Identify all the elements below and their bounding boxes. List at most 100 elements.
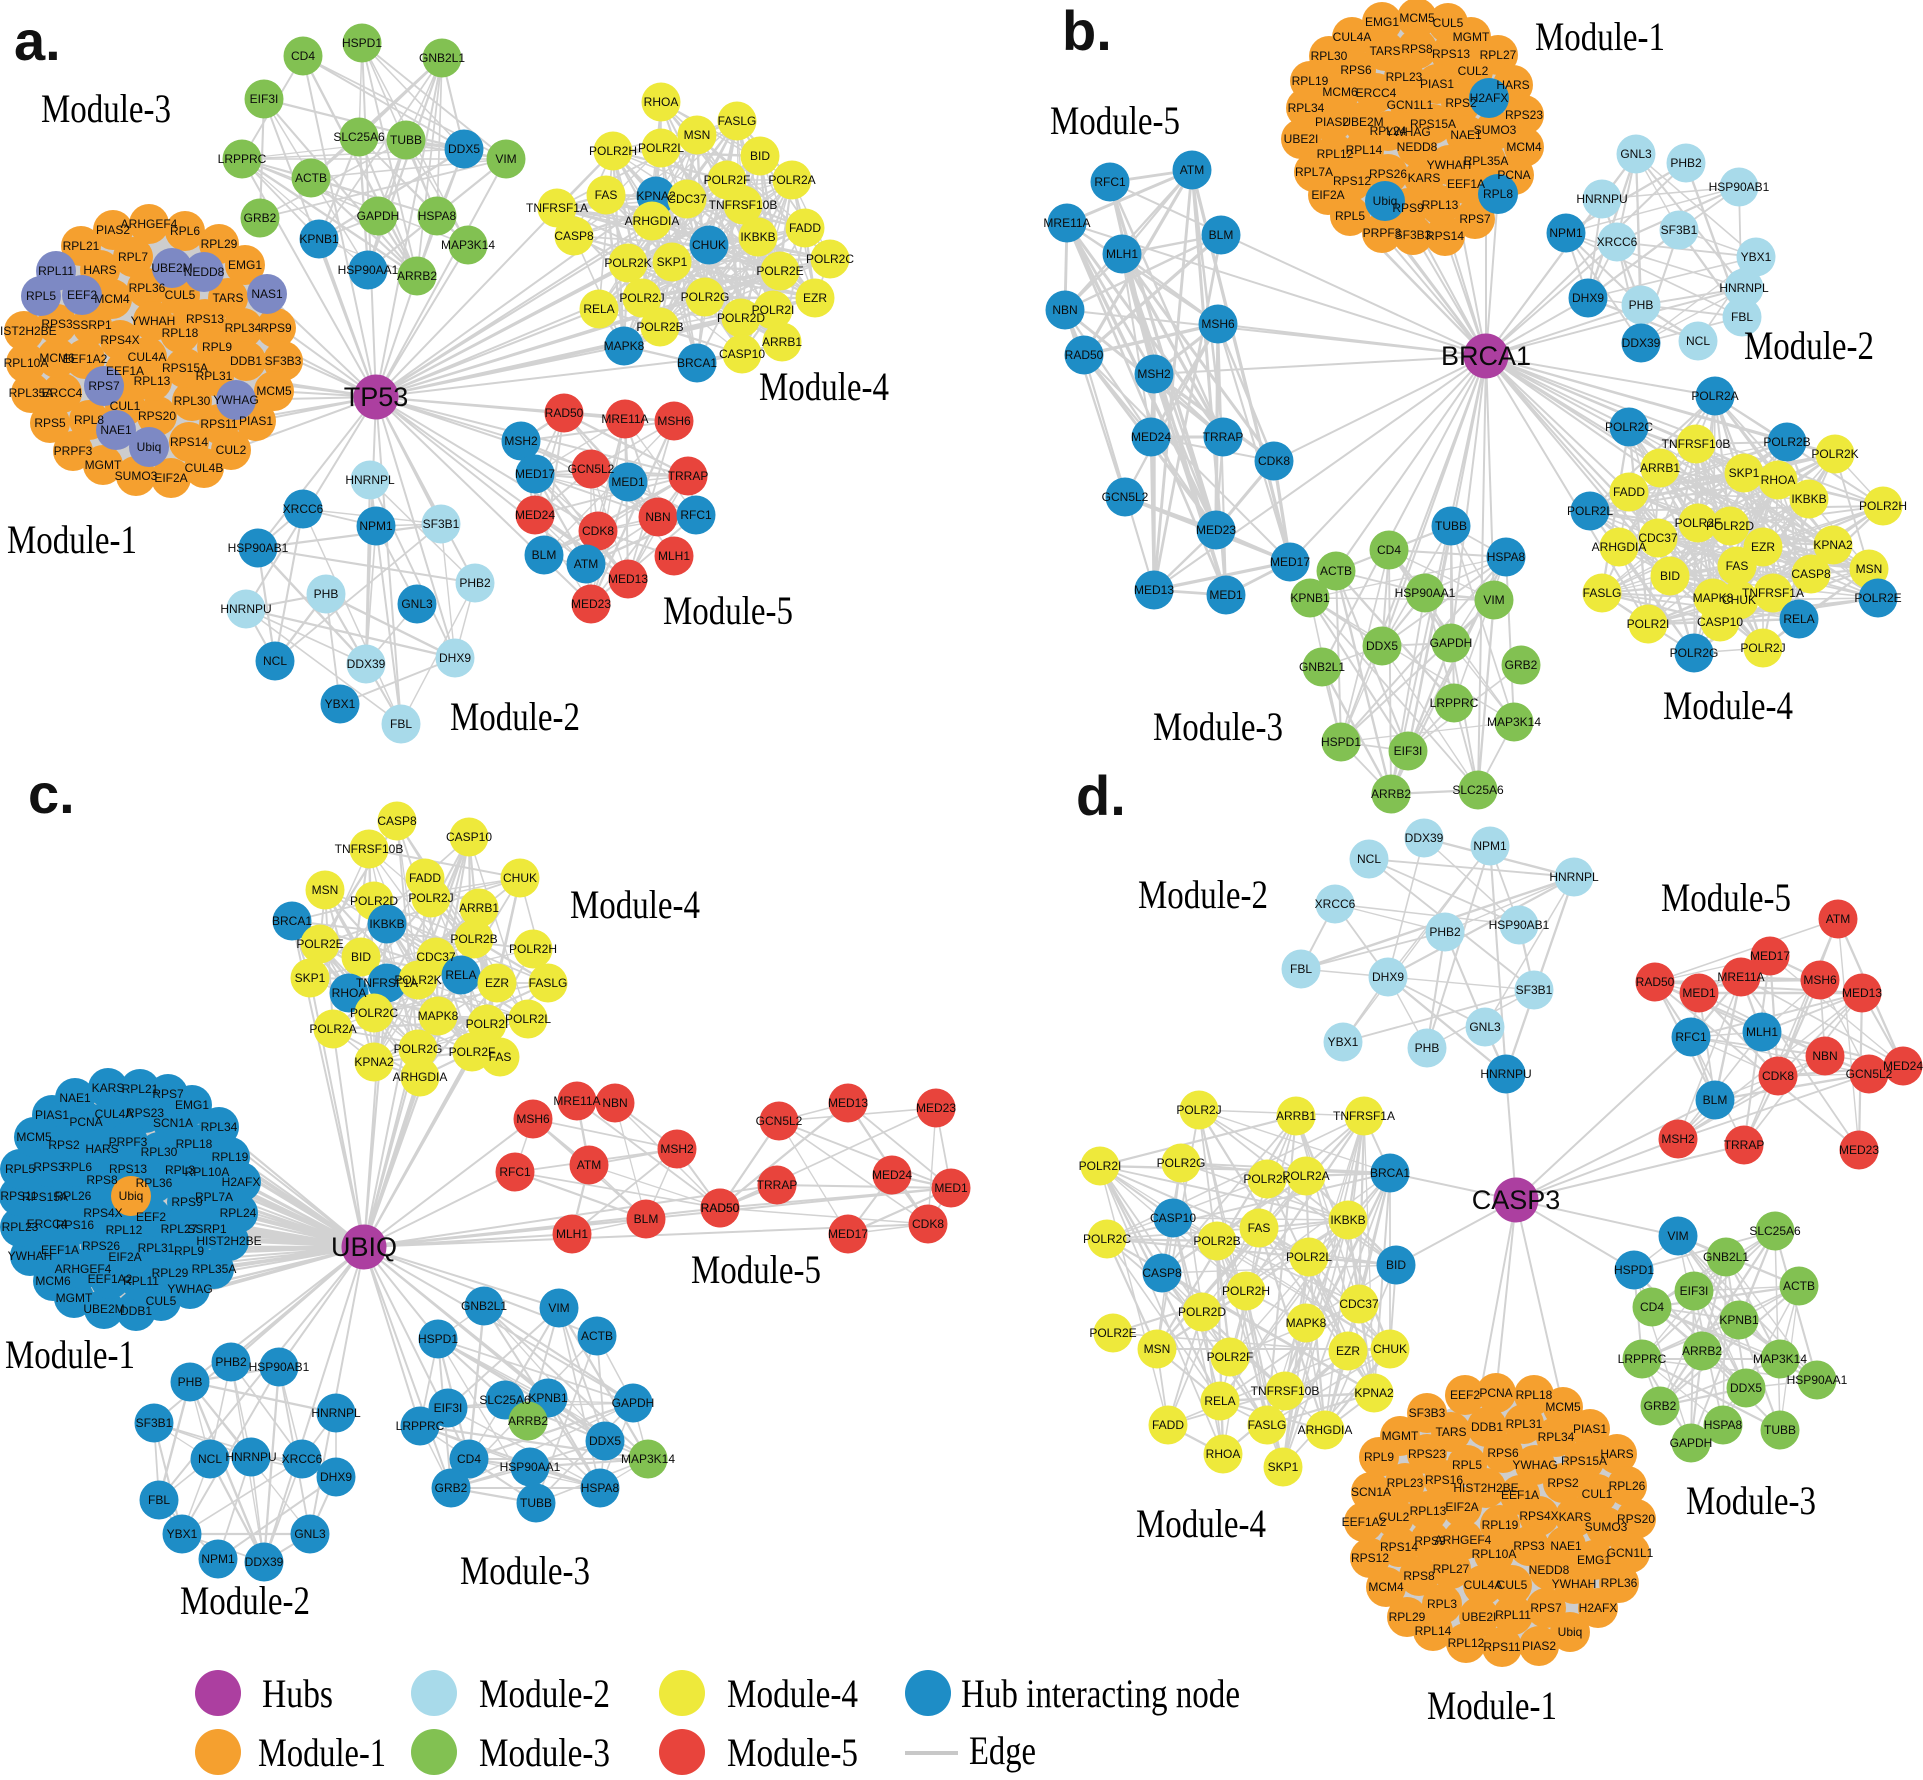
svg-text:GCN5L2: GCN5L2 [756, 1114, 803, 1128]
svg-text:GNL3: GNL3 [294, 1527, 326, 1541]
svg-text:POLR2K: POLR2K [1811, 447, 1858, 461]
svg-text:HNRNPU: HNRNPU [1576, 192, 1627, 206]
svg-text:PHB2: PHB2 [1670, 156, 1702, 170]
svg-text:CDK8: CDK8 [1258, 454, 1290, 468]
svg-text:NCL: NCL [198, 1452, 222, 1466]
svg-text:CASP8: CASP8 [554, 229, 594, 243]
svg-text:EIF3I: EIF3I [250, 92, 279, 106]
svg-text:MED17: MED17 [515, 467, 555, 481]
svg-text:RPS14: RPS14 [1380, 1540, 1418, 1554]
svg-text:UBE2I: UBE2I [1462, 1610, 1497, 1624]
svg-text:MAP3K14: MAP3K14 [1753, 1352, 1807, 1366]
svg-text:ARRB1: ARRB1 [459, 901, 499, 915]
svg-text:CUL4A: CUL4A [1333, 30, 1372, 44]
svg-text:RPL19: RPL19 [212, 1150, 249, 1164]
svg-text:GRB2: GRB2 [1644, 1399, 1677, 1413]
svg-text:GNL3: GNL3 [1469, 1020, 1501, 1034]
svg-text:TUBB: TUBB [520, 1496, 552, 1510]
svg-text:SLC25A6: SLC25A6 [1452, 783, 1504, 797]
svg-text:YWHAG: YWHAG [213, 393, 258, 407]
svg-text:EEF2: EEF2 [67, 288, 97, 302]
svg-text:Module-4: Module-4 [759, 364, 889, 409]
svg-text:IKBKB: IKBKB [740, 230, 775, 244]
svg-text:BID: BID [351, 950, 371, 964]
svg-text:CUL5: CUL5 [1497, 1578, 1528, 1592]
svg-text:MED13: MED13 [1134, 583, 1174, 597]
svg-text:PRPF3: PRPF3 [54, 444, 93, 458]
svg-text:HSPA8: HSPA8 [581, 1481, 620, 1495]
svg-text:SF3B3: SF3B3 [265, 354, 302, 368]
svg-text:MCM5: MCM5 [1399, 11, 1435, 25]
svg-text:SLC25A6: SLC25A6 [1749, 1224, 1801, 1238]
svg-text:SF3B1: SF3B1 [136, 1416, 173, 1430]
svg-text:RPS5: RPS5 [34, 416, 66, 430]
svg-text:SSRP1: SSRP1 [72, 318, 112, 332]
svg-text:POLR2L: POLR2L [505, 1012, 551, 1026]
svg-text:EIF3I: EIF3I [1394, 744, 1423, 758]
svg-text:EIF2A: EIF2A [154, 471, 187, 485]
svg-text:RPL18: RPL18 [1516, 1388, 1553, 1402]
svg-text:RPL27: RPL27 [161, 1222, 198, 1236]
svg-text:HARS: HARS [1600, 1447, 1633, 1461]
svg-text:PHB2: PHB2 [459, 576, 491, 590]
svg-text:DDX39: DDX39 [245, 1555, 284, 1569]
svg-text:GNB2L1: GNB2L1 [419, 51, 465, 65]
svg-text:MSH2: MSH2 [1137, 367, 1171, 381]
svg-text:ERCC4: ERCC4 [1356, 86, 1397, 100]
svg-text:BLM: BLM [634, 1212, 659, 1226]
svg-text:RPL35A: RPL35A [9, 386, 54, 400]
svg-text:RAD50: RAD50 [701, 1201, 740, 1215]
svg-text:TRRAP: TRRAP [1724, 1138, 1765, 1152]
svg-text:RPS8: RPS8 [86, 1173, 118, 1187]
svg-text:POLR2H: POLR2H [589, 144, 637, 158]
svg-text:ATM: ATM [577, 1158, 601, 1172]
svg-text:RPS13: RPS13 [1432, 47, 1470, 61]
svg-text:RPS2: RPS2 [48, 1138, 80, 1152]
svg-text:Hubs: Hubs [262, 1671, 333, 1716]
svg-text:CUL2: CUL2 [1379, 1510, 1410, 1524]
svg-text:SKP1: SKP1 [295, 971, 326, 985]
svg-text:NPM1: NPM1 [1473, 839, 1507, 853]
svg-text:RPL5: RPL5 [5, 1162, 35, 1176]
svg-text:SLC25A6: SLC25A6 [479, 1393, 531, 1407]
svg-text:RPL30: RPL30 [1311, 49, 1348, 63]
svg-text:MAPK8: MAPK8 [1693, 591, 1734, 605]
svg-text:UBE2M: UBE2M [1342, 115, 1383, 129]
svg-text:FBL: FBL [1731, 310, 1753, 324]
svg-text:POLR2E: POLR2E [756, 264, 803, 278]
svg-text:YBX1: YBX1 [325, 697, 356, 711]
svg-text:XRCC6: XRCC6 [1315, 897, 1356, 911]
svg-text:CD4: CD4 [457, 1452, 481, 1466]
svg-text:RPS2: RPS2 [1547, 1476, 1579, 1490]
svg-text:HSPD1: HSPD1 [418, 1332, 458, 1346]
svg-text:RPS23: RPS23 [1408, 1447, 1446, 1461]
svg-text:YWHAH: YWHAH [1552, 1577, 1597, 1591]
svg-text:SUMO3: SUMO3 [1585, 1520, 1628, 1534]
svg-text:RPS15A: RPS15A [1561, 1454, 1607, 1468]
svg-text:HSPD1: HSPD1 [342, 36, 382, 50]
svg-text:POLR2J: POLR2J [619, 291, 664, 305]
svg-text:Module-3: Module-3 [479, 1730, 610, 1775]
svg-text:MED23: MED23 [571, 597, 611, 611]
svg-text:RELA: RELA [1783, 612, 1814, 626]
svg-text:HIST2H2BE: HIST2H2BE [0, 324, 57, 338]
svg-text:EMG1: EMG1 [1577, 1553, 1611, 1567]
svg-text:POLR2D: POLR2D [1706, 519, 1754, 533]
svg-text:KARS: KARS [92, 1081, 125, 1095]
svg-text:RPL34: RPL34 [1288, 101, 1325, 115]
svg-text:CASP10: CASP10 [719, 347, 765, 361]
svg-text:PIAS2: PIAS2 [1522, 1639, 1556, 1653]
svg-text:NCL: NCL [1357, 852, 1381, 866]
svg-text:MED1: MED1 [611, 475, 645, 489]
svg-text:POLR2K: POLR2K [1243, 1172, 1290, 1186]
svg-text:ATM: ATM [1826, 912, 1850, 926]
svg-text:RPL13: RPL13 [1422, 198, 1459, 212]
svg-text:NPM1: NPM1 [1549, 226, 1583, 240]
svg-text:MAPK8: MAPK8 [418, 1009, 459, 1023]
svg-text:MSH6: MSH6 [1803, 973, 1837, 987]
svg-text:EEF1A: EEF1A [106, 364, 144, 378]
svg-text:Module-2: Module-2 [1744, 323, 1874, 368]
svg-text:ARRB2: ARRB2 [1682, 1344, 1722, 1358]
svg-text:Module-5: Module-5 [1661, 875, 1791, 920]
svg-text:RPL5: RPL5 [1335, 209, 1365, 223]
